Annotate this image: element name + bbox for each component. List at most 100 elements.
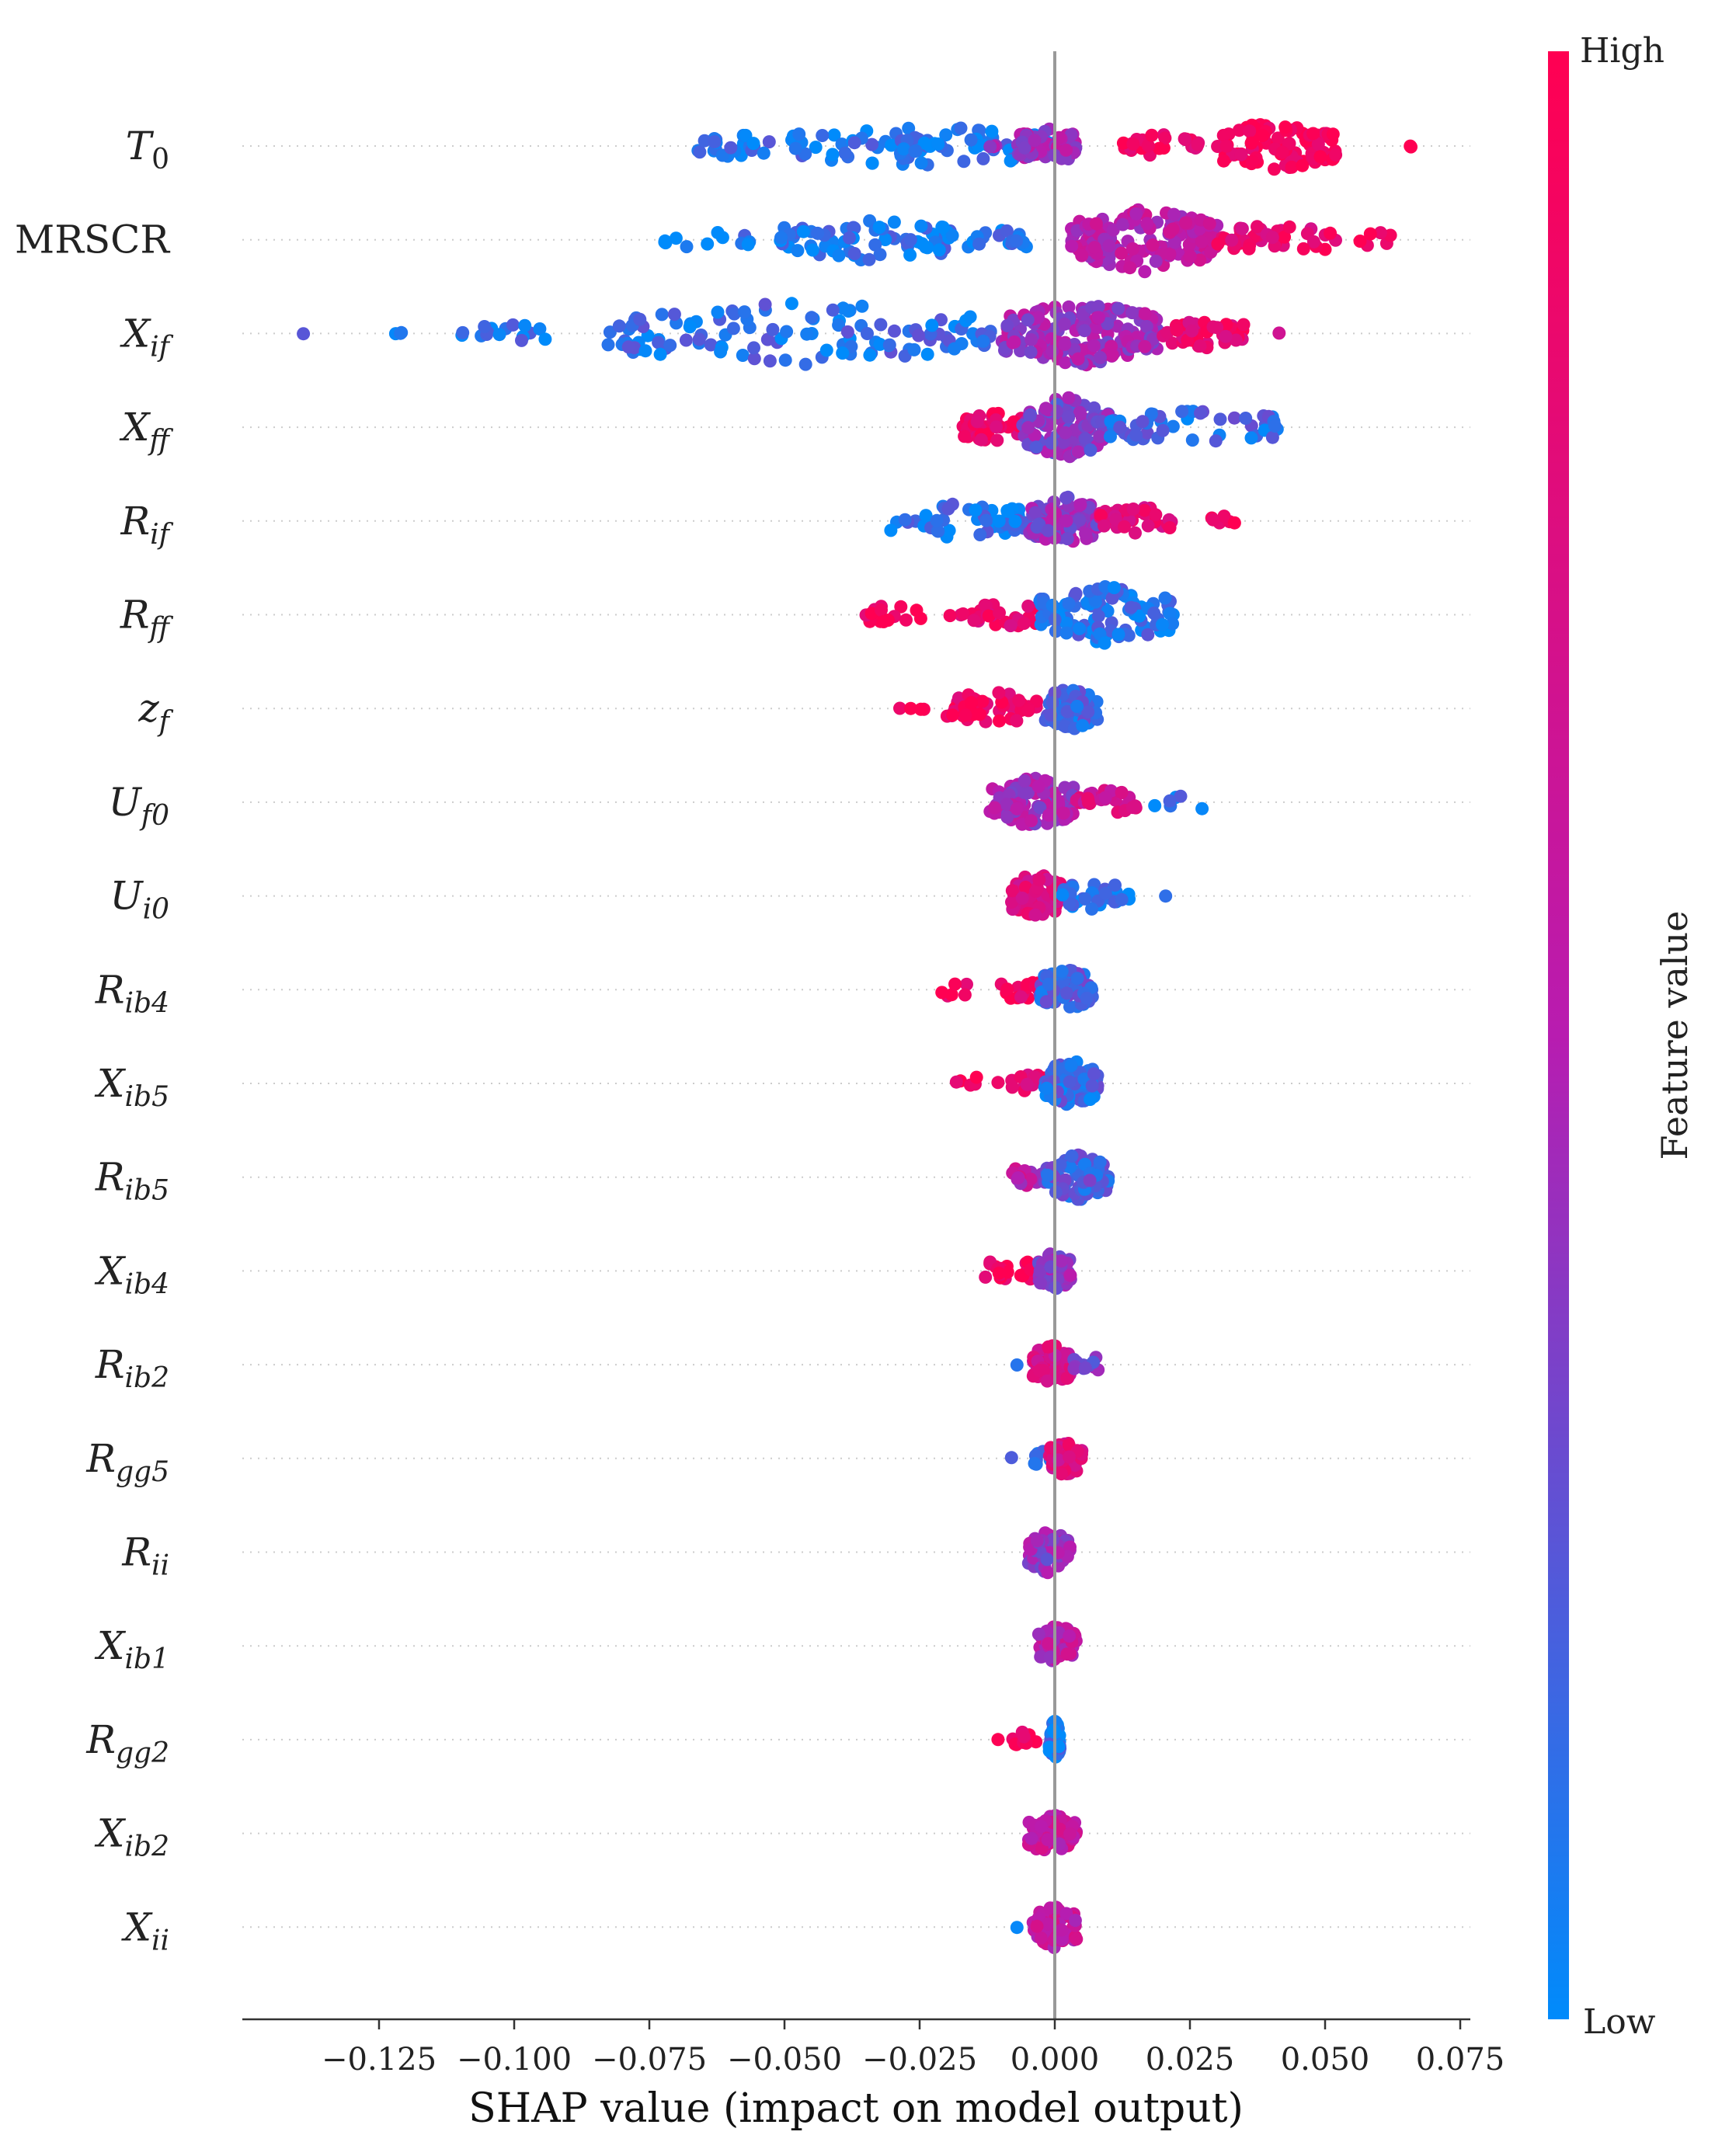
shap-point <box>633 312 647 326</box>
shap-point <box>1087 241 1101 255</box>
shap-point <box>1145 128 1159 142</box>
shap-point <box>1106 223 1120 237</box>
shap-point <box>1115 246 1129 260</box>
shap-point <box>972 237 986 251</box>
shap-point <box>1073 405 1087 419</box>
shap-point <box>1042 1340 1056 1354</box>
shap-point <box>1156 617 1169 631</box>
shap-point <box>1010 234 1023 248</box>
shap-point <box>1217 154 1230 168</box>
shap-point <box>1129 207 1143 221</box>
shap-point <box>930 513 944 527</box>
shap-point <box>1213 412 1227 426</box>
shap-point <box>1158 131 1172 145</box>
shap-point <box>679 333 693 347</box>
feature-label-subscript: ib5 <box>125 1175 169 1207</box>
shap-point <box>1115 785 1129 799</box>
shap-point <box>881 614 895 627</box>
shap-point <box>1018 774 1031 788</box>
shap-point <box>652 336 666 349</box>
shap-point <box>1063 1000 1077 1014</box>
shap-point <box>903 248 917 262</box>
shap-point <box>1040 1374 1054 1388</box>
shap-point <box>902 121 916 135</box>
shap-point <box>697 134 711 148</box>
shap-point <box>1012 694 1026 708</box>
shap-point <box>747 352 761 366</box>
feature-label-base: MRSCR <box>15 217 170 263</box>
feature-label-subscript: ib4 <box>125 1268 169 1300</box>
colorbar-high-label: High <box>1580 31 1665 71</box>
feature-label-subscript: ff <box>147 613 173 645</box>
shap-point <box>1056 806 1070 820</box>
shap-point <box>736 349 750 362</box>
shap-point <box>974 433 988 447</box>
colorbar <box>1548 51 1569 2019</box>
shap-point <box>1011 1171 1025 1184</box>
shap-point <box>1125 306 1139 320</box>
shap-point <box>956 607 970 621</box>
shap-point <box>1206 513 1220 527</box>
shap-point <box>1028 134 1042 148</box>
shap-point <box>1073 513 1087 527</box>
feature-label-base: X <box>94 1811 127 1856</box>
shap-point <box>1056 888 1070 902</box>
shap-point <box>872 221 886 235</box>
feature-label: Rgg5 <box>85 1436 169 1488</box>
shap-point <box>888 324 901 338</box>
shap-point <box>1019 881 1032 894</box>
shap-point <box>1153 141 1166 155</box>
shap-point <box>1042 977 1056 991</box>
x-tick-label: 0.075 <box>1416 2042 1505 2078</box>
shap-point <box>990 420 1004 434</box>
feature-label-base: R <box>120 499 151 544</box>
shap-point <box>838 146 852 160</box>
shap-point <box>843 231 856 245</box>
shap-point <box>1075 249 1089 263</box>
shap-point <box>1073 498 1087 512</box>
shap-point <box>976 694 990 708</box>
colorbar-title: Feature value <box>1654 911 1696 1160</box>
shap-point <box>747 341 760 355</box>
shap-point <box>1010 714 1024 728</box>
shap-point <box>1159 889 1173 903</box>
shap-point <box>1000 318 1014 332</box>
shap-point <box>1234 148 1248 162</box>
shap-point <box>1166 419 1180 433</box>
shap-point <box>898 349 912 363</box>
shap-point <box>741 238 755 252</box>
shap-point <box>991 1076 1005 1090</box>
shap-point <box>1278 120 1292 134</box>
shap-point <box>1122 628 1136 642</box>
shap-point <box>1078 1361 1092 1375</box>
shap-point <box>1116 136 1130 150</box>
shap-point <box>1031 311 1045 325</box>
shap-point <box>914 156 928 170</box>
feature-label-base: z <box>137 686 159 731</box>
shap-point <box>1227 516 1241 530</box>
shap-point <box>1118 520 1131 534</box>
shap-point <box>885 138 898 152</box>
shap-point <box>1278 230 1292 244</box>
feature-label: Rib4 <box>95 967 169 1019</box>
shap-point <box>1049 404 1063 418</box>
shap-point <box>1004 619 1018 633</box>
shap-point <box>1014 1268 1028 1282</box>
shap-point <box>1065 239 1079 253</box>
shap-point <box>1080 991 1094 1005</box>
shap-point <box>963 310 977 324</box>
shap-point <box>1058 317 1071 331</box>
feature-label-subscript: ib1 <box>125 1643 169 1675</box>
shap-point <box>704 338 718 352</box>
feature-label: Rib5 <box>95 1155 169 1207</box>
shap-point <box>1102 239 1116 252</box>
shap-point <box>1174 789 1188 803</box>
shap-point <box>1242 242 1256 256</box>
shap-point <box>1029 440 1043 454</box>
shap-point <box>983 140 997 154</box>
feature-label-base: R <box>95 1155 125 1200</box>
shap-point <box>1091 300 1105 314</box>
shap-point <box>1149 254 1163 268</box>
shap-point <box>1251 220 1264 234</box>
shap-point <box>1126 137 1140 151</box>
